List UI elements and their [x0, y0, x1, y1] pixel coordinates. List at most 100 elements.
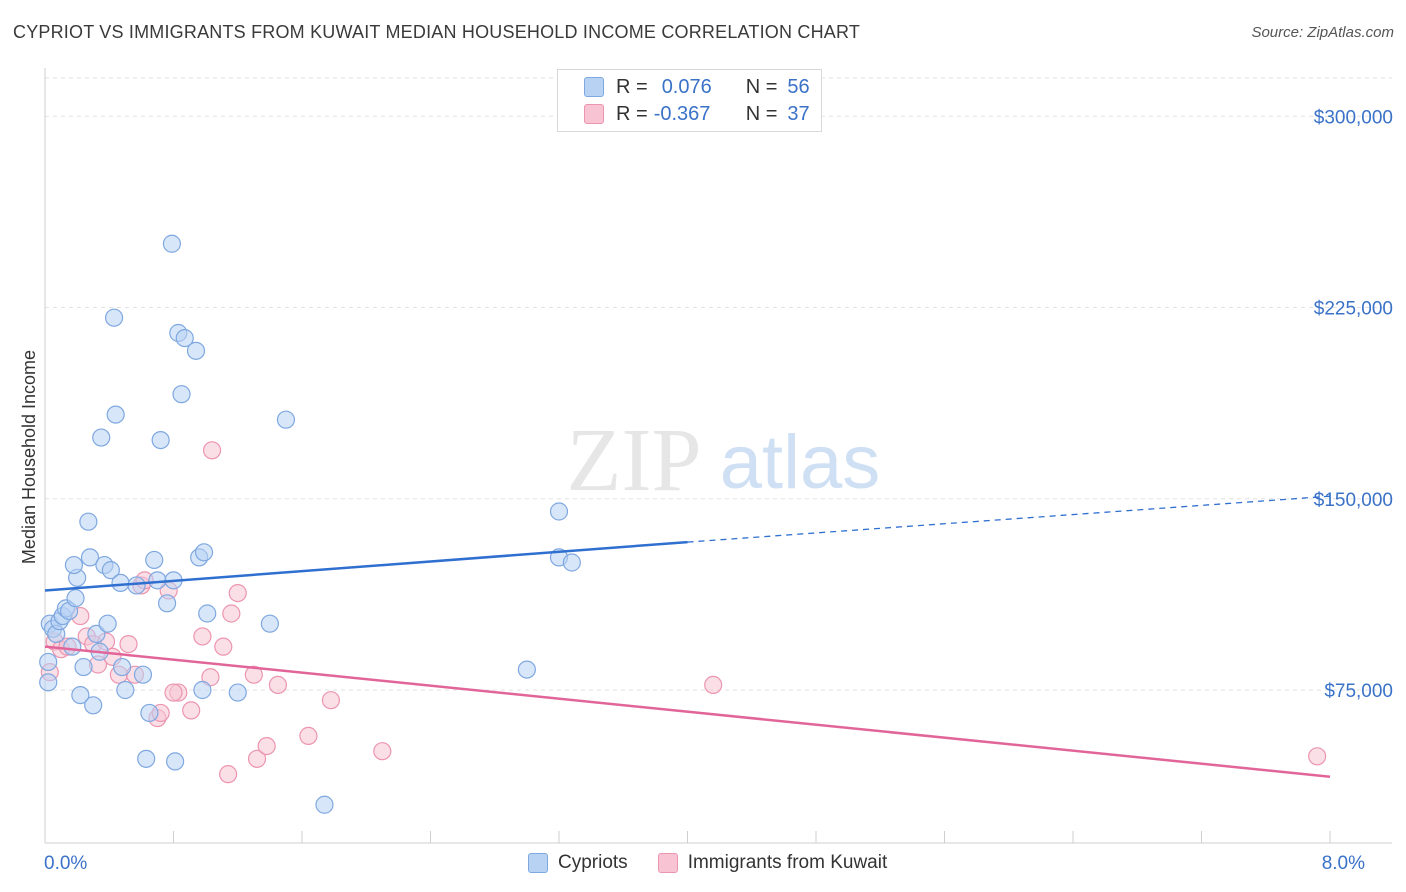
watermark-atlas: atlas [720, 420, 881, 505]
trend-lines [44, 495, 1331, 778]
legend-r-value: -0.367 [653, 102, 711, 125]
watermark-zip: ZIP [567, 411, 702, 510]
point-cypriots [145, 550, 164, 570]
legend-swatch-cypriots [528, 853, 548, 873]
y-axis-label: Median Household Income [19, 350, 39, 564]
legend-item-cypriots[interactable]: Cypriots [528, 852, 628, 874]
series-cypriots [39, 234, 581, 814]
point-cypriots [260, 614, 279, 633]
point-kuwait [704, 675, 723, 695]
point-cypriots [140, 703, 159, 723]
point-cypriots [66, 589, 85, 608]
point-cypriots [92, 428, 111, 447]
point-cypriots [137, 749, 156, 768]
point-kuwait [257, 736, 276, 756]
point-cypriots [127, 576, 146, 595]
point-cypriots [111, 573, 130, 593]
point-cypriots [84, 696, 103, 715]
point-cypriots [198, 604, 217, 623]
legend-n-value: 37 [787, 102, 810, 125]
y-tick-label: $150,000 [1314, 490, 1393, 511]
point-kuwait [247, 749, 267, 768]
legend-name-kuwait: Immigrants from Kuwait [687, 852, 888, 873]
legend-name-cypriots: Cypriots [558, 852, 628, 873]
point-cypriots [276, 410, 296, 429]
point-kuwait [193, 627, 212, 646]
point-kuwait [228, 583, 247, 603]
point-cypriots [112, 657, 132, 677]
legend-n-label: N = [745, 75, 778, 98]
point-cypriots [186, 341, 206, 360]
x-tick-label: 0.0% [44, 853, 87, 874]
point-kuwait [214, 637, 233, 656]
point-kuwait [373, 742, 392, 761]
point-cypriots [315, 795, 334, 814]
point-cypriots [71, 685, 90, 705]
source-label: Source: ZipAtlas.com [1251, 24, 1394, 41]
point-cypriots [74, 657, 93, 677]
legend-n-label: N = [745, 102, 778, 125]
point-cypriots [228, 683, 247, 702]
tick-labels: $75,000 $150,000 $225,000 $300,000 0.0% 8.0% [44, 107, 1393, 874]
legend-r-label: R = [616, 102, 648, 125]
legend-row-kuwait: R = -0.367 N = 37 [584, 102, 810, 126]
point-cypriots [162, 234, 181, 253]
point-kuwait [1308, 747, 1327, 766]
x-tick-label: 8.0% [1322, 853, 1365, 874]
point-kuwait [268, 675, 288, 695]
point-cypriots [166, 752, 185, 771]
trend-line-cypriots [44, 540, 688, 592]
point-kuwait [164, 683, 183, 702]
point-cypriots [80, 548, 100, 567]
point-cypriots [133, 665, 153, 684]
point-cypriots [116, 680, 135, 700]
point-cypriots [562, 553, 581, 572]
point-kuwait [182, 701, 201, 720]
point-cypriots [175, 329, 194, 348]
point-cypriots [39, 652, 58, 672]
correlation-legend: R = 0.076 N = 56 R = -0.367 N = 37 [557, 69, 822, 132]
point-kuwait [244, 665, 263, 684]
point-cypriots [63, 637, 82, 656]
point-cypriots [151, 431, 170, 450]
point-kuwait [219, 765, 238, 784]
point-cypriots [148, 571, 167, 590]
axes [44, 68, 1392, 844]
legend-item-kuwait[interactable]: Immigrants from Kuwait [657, 852, 888, 874]
legend-swatch-kuwait [584, 104, 604, 124]
legend-r-label: R = [616, 75, 648, 98]
point-cypriots [64, 555, 84, 575]
grid-lines [45, 77, 1392, 691]
point-cypriots [87, 624, 106, 644]
point-kuwait [119, 634, 138, 654]
point-cypriots [39, 673, 58, 692]
trend-line-kuwait [44, 645, 1331, 778]
point-cypriots [517, 660, 536, 679]
point-kuwait [321, 691, 341, 710]
y-tick-label: $225,000 [1314, 299, 1393, 320]
point-cypriots [157, 594, 177, 613]
trend-line-cypriots-extension [687, 495, 1331, 543]
legend-swatch-cypriots [584, 77, 604, 97]
point-cypriots [106, 405, 125, 424]
point-cypriots [172, 385, 191, 404]
point-cypriots [101, 561, 120, 580]
legend-n-value: 56 [787, 75, 810, 98]
legend-row-cypriots: R = 0.076 N = 56 [584, 75, 810, 99]
point-cypriots [193, 680, 212, 700]
series-legend: Cypriots Immigrants from Kuwait [528, 852, 917, 874]
point-cypriots [549, 502, 569, 521]
y-tick-label: $300,000 [1314, 107, 1393, 128]
point-cypriots [104, 308, 124, 327]
legend-swatch-kuwait [657, 853, 678, 873]
point-kuwait [222, 604, 241, 623]
point-cypriots [194, 543, 214, 562]
point-kuwait [299, 726, 318, 746]
legend-r-value: 0.076 [661, 75, 712, 98]
point-cypriots [79, 512, 98, 531]
y-tick-label: $75,000 [1324, 681, 1393, 702]
chart-title: CYPRIOT VS IMMIGRANTS FROM KUWAIT MEDIAN… [13, 22, 861, 42]
point-cypriots [98, 614, 117, 633]
point-kuwait [202, 441, 222, 460]
